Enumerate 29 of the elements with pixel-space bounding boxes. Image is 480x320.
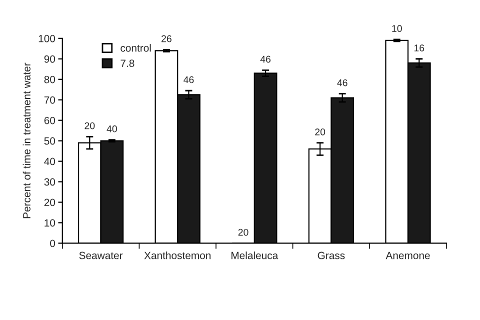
y-tick-label: 70 <box>44 96 56 104</box>
annotation: 20 <box>238 228 248 236</box>
x-tick-label: Anemone <box>386 252 430 260</box>
x-tick-label: Xanthostemon <box>144 252 211 260</box>
y-tick-label: 20 <box>44 198 56 206</box>
annotation: 16 <box>414 44 424 52</box>
y-tick-label: 60 <box>44 116 56 124</box>
annotation: 46 <box>184 76 194 84</box>
legend-label: 7.8 <box>120 60 134 67</box>
annotation: 40 <box>106 125 117 132</box>
y-tick-label: 50 <box>44 137 56 145</box>
y-tick-label: 100 <box>38 34 56 42</box>
annotation: 26 <box>162 35 172 42</box>
legend-label: control <box>120 44 151 52</box>
y-axis-title: Percent of time in treatment water <box>22 62 30 218</box>
y-tick-label: 0 <box>50 240 56 248</box>
x-tick-label: Seawater <box>79 252 123 260</box>
y-tick-label: 80 <box>44 76 56 84</box>
y-tick-label: 10 <box>44 219 56 227</box>
y-tick-label: 40 <box>44 158 56 166</box>
annotation: 46 <box>260 56 271 63</box>
x-tick-label: Melaleuca <box>232 252 278 260</box>
x-tick-label: Grass <box>318 252 345 260</box>
y-tick-label: 90 <box>44 55 56 63</box>
annotation: 20 <box>84 122 95 130</box>
annotation: 20 <box>315 128 326 136</box>
annotation: 46 <box>337 79 348 86</box>
y-tick-label: 30 <box>44 178 56 186</box>
annotation: 10 <box>392 25 402 32</box>
